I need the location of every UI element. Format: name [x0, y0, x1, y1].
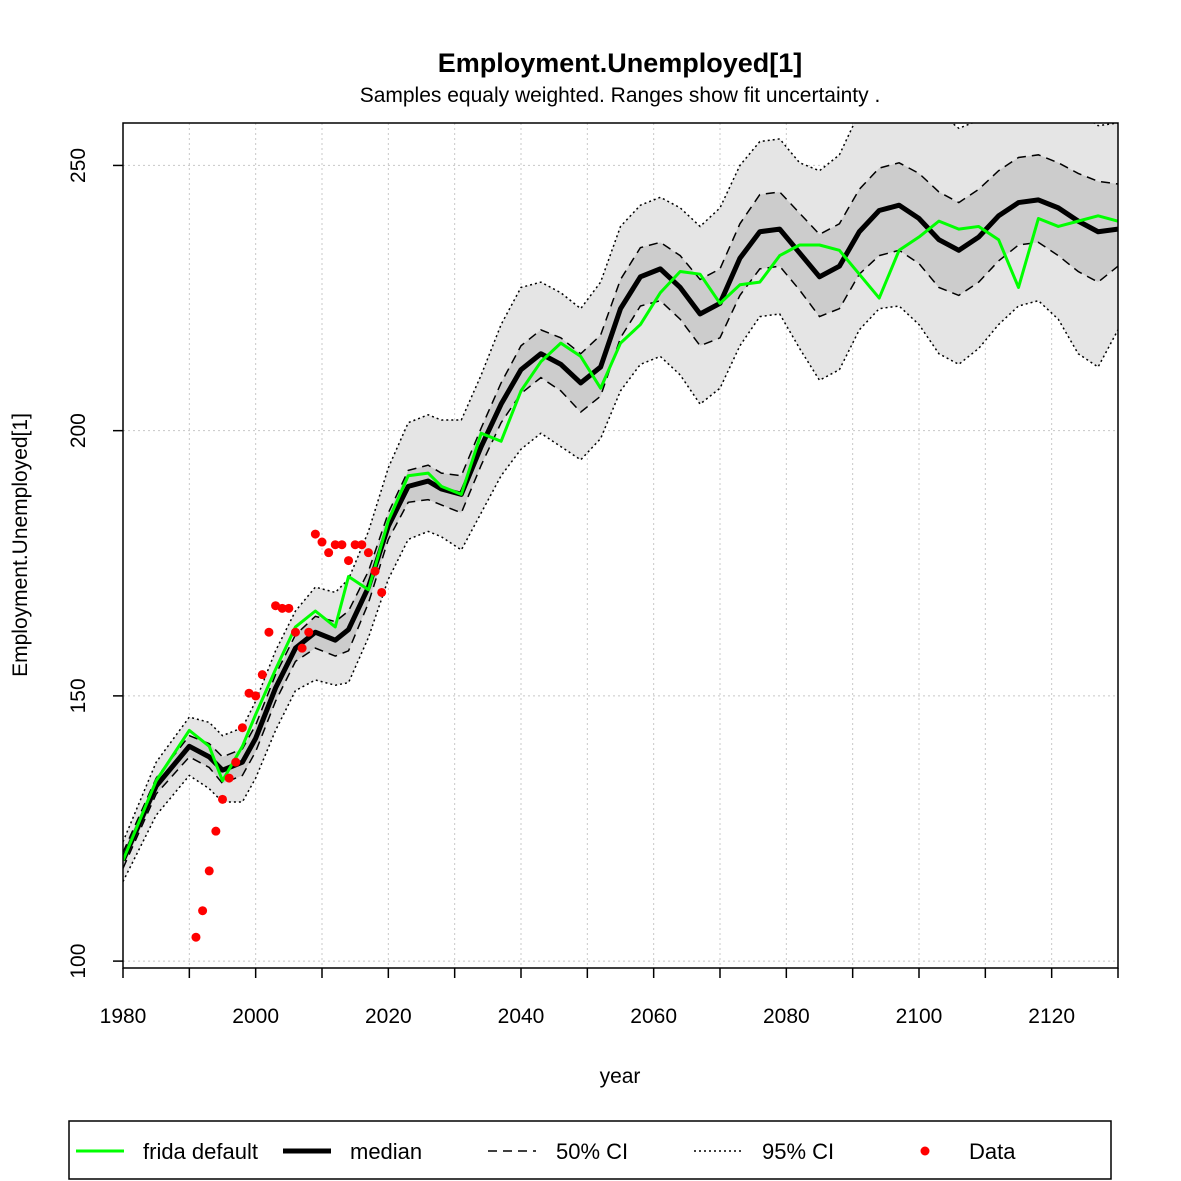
data-point	[337, 540, 347, 550]
ci50-upper-line	[123, 154, 1118, 853]
legend: frida default median 50% CI 95% CI Data	[68, 1120, 1112, 1180]
data-point	[198, 906, 208, 916]
ci95-upper-line	[123, 123, 1118, 843]
legend-box	[68, 1120, 1112, 1180]
median-line	[123, 197, 1118, 862]
x-tick-label: 2020	[365, 1005, 412, 1028]
y-tick-label: 100	[67, 944, 90, 979]
chart-subtitle: Samples equaly weighted. Ranges show fit…	[360, 84, 881, 107]
data-point	[304, 627, 314, 637]
x-tick-label: 2060	[630, 1005, 677, 1028]
x-tick-label: 2080	[763, 1005, 810, 1028]
data-point	[257, 670, 267, 680]
data-point	[191, 932, 201, 942]
data-point	[370, 566, 380, 576]
legend-label-frida-default: frida default	[143, 1139, 258, 1164]
legend-swatch-data	[920, 1146, 930, 1156]
data-point	[297, 643, 307, 653]
data-point	[310, 529, 320, 539]
y-axis-label: Employment.Unemployed[1]	[9, 413, 32, 677]
ci95-band	[123, 123, 1118, 882]
data-point	[350, 540, 360, 550]
chart-title: Employment.Unemployed[1]	[438, 48, 803, 78]
x-tick-label: 1980	[100, 1005, 147, 1028]
x-axis-label: year	[600, 1065, 641, 1088]
data-point	[330, 540, 340, 550]
data-point	[204, 866, 214, 876]
series-lines	[123, 123, 1118, 882]
data-points	[191, 529, 387, 942]
data-point	[317, 537, 327, 547]
ci50-band	[123, 154, 1118, 869]
frida-default-line	[123, 214, 1118, 861]
y-tick-label: 150	[67, 678, 90, 713]
axes: 1980 2000 2020 2040 2060 2080 2100 2120 100 150 20…	[67, 148, 1119, 1028]
x-tick-label: 2040	[498, 1005, 545, 1028]
x-tick-label: 2100	[896, 1005, 943, 1028]
plot-frame	[122, 122, 1119, 969]
legend-label-median: median	[350, 1139, 422, 1164]
data-point	[357, 540, 367, 550]
data-point	[251, 691, 261, 701]
data-point	[290, 627, 300, 637]
y-tick-label: 200	[67, 413, 90, 448]
data-point	[264, 627, 274, 637]
x-tick-label: 2000	[232, 1005, 279, 1028]
data-point	[324, 548, 334, 558]
legend-label-50ci: 50% CI	[556, 1139, 628, 1164]
data-point	[237, 723, 247, 733]
ci95-lower-line	[123, 299, 1118, 882]
data-point	[231, 757, 241, 767]
confidence-bands	[123, 123, 1118, 882]
data-point	[218, 794, 227, 804]
data-point	[377, 587, 387, 597]
data-point	[344, 556, 354, 566]
data-point	[224, 773, 234, 783]
data-point	[211, 826, 221, 836]
legend-label-data: Data	[969, 1139, 1016, 1164]
x-tick-label: 2120	[1028, 1005, 1075, 1028]
data-point	[277, 603, 287, 613]
data-point	[363, 548, 373, 558]
y-tick-label: 250	[67, 148, 90, 183]
legend-label-95ci: 95% CI	[762, 1139, 834, 1164]
data-point	[284, 603, 294, 613]
